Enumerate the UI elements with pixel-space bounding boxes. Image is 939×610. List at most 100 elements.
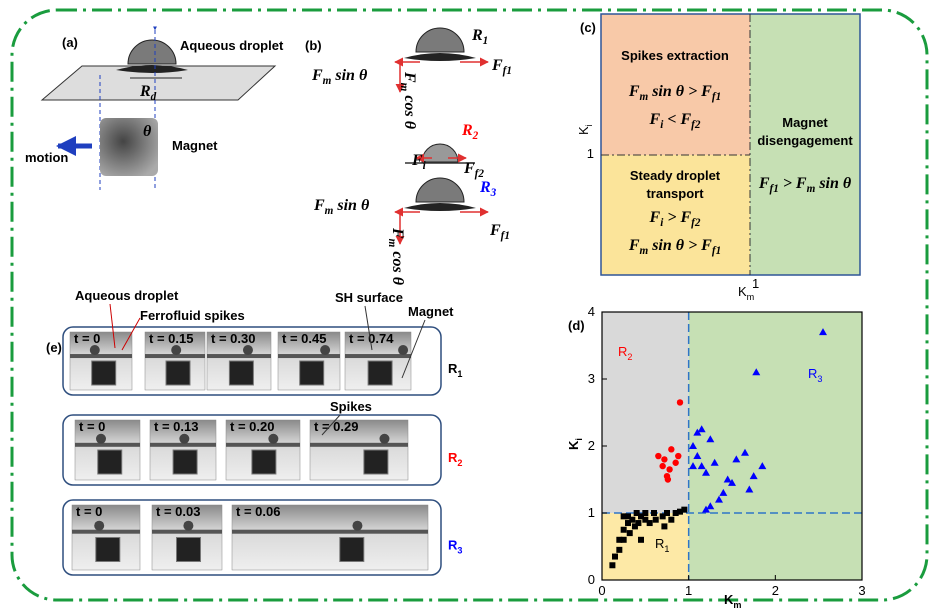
subscript: 3 xyxy=(817,374,822,384)
text-part: R xyxy=(655,536,664,551)
time-label: t = 0 xyxy=(79,419,105,434)
magnet-photo xyxy=(368,361,392,385)
spikes xyxy=(404,203,476,211)
annotation: Ferrofluid spikes xyxy=(140,308,245,323)
text-part: R xyxy=(461,122,473,139)
point xyxy=(627,530,633,536)
subscript: f1 xyxy=(712,245,721,257)
text-part: R xyxy=(139,83,151,100)
point xyxy=(668,446,674,452)
droplet-photo xyxy=(352,521,362,531)
text-part: F xyxy=(401,71,418,83)
text-part: F xyxy=(491,57,503,74)
text-part: F xyxy=(649,209,661,226)
x-tick-label: 2 xyxy=(772,583,779,598)
time-label: t = 0.06 xyxy=(236,504,280,519)
droplet-photo xyxy=(379,434,389,444)
magnet-photo xyxy=(364,450,388,474)
subscript: 2 xyxy=(627,352,632,362)
time-label: t = 0.74 xyxy=(349,331,394,346)
point xyxy=(621,513,627,519)
subscript: 1 xyxy=(483,35,489,47)
magnet-photo xyxy=(96,538,120,562)
substrate xyxy=(75,443,140,447)
text-part: > F xyxy=(663,209,691,226)
point xyxy=(681,507,687,513)
subscript: m xyxy=(386,239,398,248)
subscript: m xyxy=(733,600,741,610)
magnet-photo xyxy=(98,450,122,474)
y-axis-label: Ki xyxy=(566,438,584,450)
region-title: Spikes extraction xyxy=(621,48,729,63)
magnet-photo xyxy=(166,361,190,385)
droplet-photo xyxy=(320,345,330,355)
substrate xyxy=(232,530,428,534)
time-label: t = 0.30 xyxy=(211,331,255,346)
annotation: Spikes xyxy=(330,399,372,414)
droplet-photo xyxy=(268,434,278,444)
subscript: f2 xyxy=(691,119,701,131)
droplet-photo xyxy=(94,521,104,531)
panel-label: (e) xyxy=(46,340,62,355)
magnet-photo xyxy=(229,361,253,385)
point xyxy=(616,547,622,553)
text-part: sin θ xyxy=(331,67,368,84)
time-label: t = 0.13 xyxy=(154,419,198,434)
text-part: < F xyxy=(663,111,691,128)
magnet-photo xyxy=(173,450,197,474)
magnet-photo xyxy=(177,538,201,562)
panel-label: (a) xyxy=(62,35,78,50)
x-tick-label: 3 xyxy=(858,583,865,598)
point xyxy=(668,517,674,523)
subscript: m xyxy=(807,183,816,195)
region xyxy=(689,312,862,580)
droplet-photo xyxy=(398,345,408,355)
force-label: Fm sin θ xyxy=(311,67,368,87)
time-label: t = 0.15 xyxy=(149,331,193,346)
regime-label: R3 xyxy=(448,538,462,556)
text-part: R xyxy=(471,27,483,44)
subscript: 2 xyxy=(472,130,479,142)
point xyxy=(653,517,659,523)
subscript: m xyxy=(747,292,755,302)
region-title: Magnet xyxy=(782,115,828,130)
y-tick-label: 4 xyxy=(588,304,595,319)
subscript: d xyxy=(151,91,157,103)
time-label: t = 0.03 xyxy=(156,504,200,519)
magnet-photo xyxy=(92,361,116,385)
substrate xyxy=(70,354,132,358)
point xyxy=(647,520,653,526)
substrate xyxy=(278,354,340,358)
annotation: motion xyxy=(25,150,68,165)
y-tick-label: 1 xyxy=(588,505,595,520)
region xyxy=(602,312,689,513)
tick-label: 1 xyxy=(752,276,759,291)
point xyxy=(621,527,627,533)
x-tick-label: 0 xyxy=(598,583,605,598)
y-tick-label: 2 xyxy=(588,438,595,453)
droplet-photo xyxy=(171,345,181,355)
point xyxy=(664,510,670,516)
magnet-photo xyxy=(252,450,276,474)
point xyxy=(675,453,681,459)
subscript: f2 xyxy=(691,217,701,229)
subscript: m xyxy=(639,91,648,103)
annotation: Aqueous droplet xyxy=(180,38,284,53)
time-label: t = 0 xyxy=(76,504,102,519)
x-axis-label: Km xyxy=(724,592,741,610)
point xyxy=(672,460,678,466)
substrate xyxy=(345,354,411,358)
x-tick-label: 1 xyxy=(685,583,692,598)
tick-label: 1 xyxy=(587,146,594,161)
subscript: f1 xyxy=(769,183,778,195)
text-part: R xyxy=(808,366,817,381)
point xyxy=(651,510,657,516)
droplet xyxy=(416,178,464,202)
point xyxy=(642,510,648,516)
subscript: 3 xyxy=(457,546,462,556)
regime-label: R1 xyxy=(471,27,488,47)
text-part: > F xyxy=(779,175,807,192)
force-label: Fm cos θ xyxy=(386,227,406,286)
magnet-photo xyxy=(340,538,364,562)
point xyxy=(661,456,667,462)
